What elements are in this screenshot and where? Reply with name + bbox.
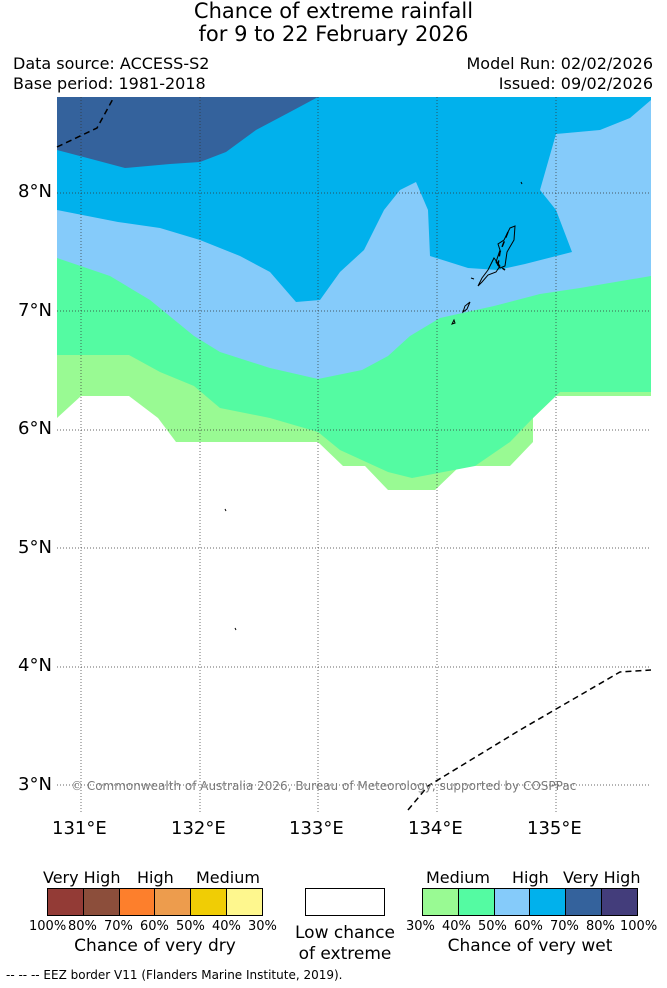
lat-tick-3n: 3°N (18, 774, 52, 795)
dry-pct-6: 30% (248, 919, 277, 934)
lon-tick-133e: 133°E (289, 818, 344, 839)
dry-label-medium: Medium (196, 868, 260, 887)
eez-footer-note: -- -- -- EEZ border V11 (Flanders Marine… (6, 968, 343, 982)
wet-pct-4: 70% (550, 919, 579, 934)
wet-pct-5: 80% (586, 919, 615, 934)
eez-border (56, 96, 652, 811)
lon-tick-134e: 134°E (408, 818, 463, 839)
lat-tick-4n: 4°N (18, 655, 52, 676)
wet-label-medium: Medium (426, 868, 490, 887)
zone-70-80 (57, 97, 318, 168)
lat-tick-6n: 6°N (18, 418, 52, 439)
dry-pct-2: 70% (104, 919, 133, 934)
wet-pct-2: 50% (478, 919, 507, 934)
dry-swatch-3 (119, 889, 156, 915)
wet-label-very-high: Very High (563, 868, 641, 887)
wet-pct-1: 40% (442, 919, 471, 934)
dry-pct-3: 60% (140, 919, 169, 934)
dry-pct-4: 50% (176, 919, 205, 934)
dry-label-high: High (137, 868, 174, 887)
dry-swatch-1 (48, 889, 84, 915)
wet-swatch-5 (566, 889, 603, 915)
dry-label-very-high: Very High (43, 868, 121, 887)
dry-swatch-5 (191, 889, 228, 915)
wet-swatch-4 (530, 889, 567, 915)
dry-pct-0: 100% (29, 919, 67, 934)
dry-colorbar (47, 888, 263, 916)
lat-tick-5n: 5°N (18, 537, 52, 558)
gridlines (57, 97, 651, 813)
dry-swatch-6 (227, 889, 262, 915)
rainfall-map (56, 96, 652, 813)
wet-pct-0: 30% (406, 919, 435, 934)
lon-tick-131e: 131°E (52, 818, 107, 839)
wet-caption: Chance of very wet (447, 936, 613, 956)
dry-caption: Chance of very dry (74, 936, 236, 956)
model-run: Model Run: 02/02/2026 (466, 54, 654, 73)
chart-title-line2: for 9 to 22 February 2026 (198, 22, 469, 46)
copyright-note: © Commonwealth of Australia 2026, Bureau… (71, 779, 577, 793)
low-chance-line2: of extreme (298, 944, 392, 964)
issued-date: Issued: 09/02/2026 (498, 74, 653, 93)
chart-title-line1: Chance of extreme rainfall (193, 0, 474, 23)
lat-tick-7n: 7°N (18, 300, 52, 321)
wet-swatch-2 (458, 889, 495, 915)
base-period: Base period: 1981-2018 (13, 74, 206, 93)
data-source: Data source: ACCESS-S2 (13, 54, 210, 73)
lat-tick-8n: 8°N (18, 181, 52, 202)
wet-swatch-1 (423, 889, 459, 915)
palau-islands (224, 181, 523, 631)
probability-zones (57, 97, 651, 813)
dry-pct-5: 40% (212, 919, 241, 934)
dry-pct-1: 80% (68, 919, 97, 934)
wet-pct-6: 100% (620, 919, 658, 934)
low-chance-line1: Low chance (295, 923, 395, 943)
low-chance-swatch (305, 888, 385, 916)
wet-swatch-6 (602, 889, 637, 915)
dry-swatch-2 (83, 889, 120, 915)
dry-swatch-4 (155, 889, 192, 915)
wet-label-high: High (512, 868, 549, 887)
wet-swatch-3 (494, 889, 531, 915)
lon-tick-132e: 132°E (171, 818, 226, 839)
lon-tick-135e: 135°E (527, 818, 582, 839)
wet-pct-3: 60% (514, 919, 543, 934)
wet-colorbar (422, 888, 638, 916)
